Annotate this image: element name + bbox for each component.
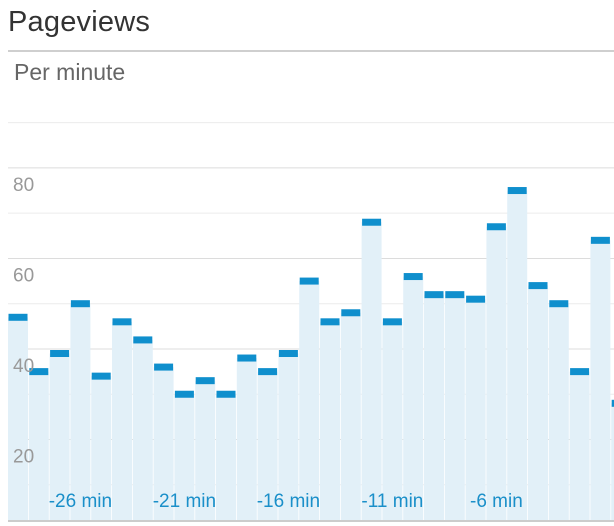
bar[interactable]	[320, 321, 340, 521]
bar-cap	[341, 309, 361, 317]
bar[interactable]	[257, 371, 278, 521]
bar[interactable]	[8, 317, 28, 521]
bar-cap	[611, 399, 614, 407]
bar[interactable]	[611, 403, 614, 521]
x-tick-label: -26 min	[49, 491, 112, 512]
bar-cap	[382, 318, 402, 326]
y-tick-label: 60	[13, 265, 34, 286]
bar[interactable]	[112, 321, 132, 521]
bar[interactable]	[153, 367, 174, 521]
bar-cap	[133, 336, 153, 344]
y-tick-label: 80	[13, 175, 34, 196]
bar-cap	[70, 300, 90, 308]
bar[interactable]	[174, 394, 195, 521]
bar-cap	[403, 273, 423, 281]
bar[interactable]	[299, 281, 320, 521]
bar[interactable]	[403, 276, 424, 521]
bar[interactable]	[236, 358, 257, 521]
bar[interactable]	[340, 312, 361, 521]
bar-cap	[112, 318, 132, 326]
bar[interactable]	[216, 394, 236, 521]
bar[interactable]	[382, 321, 403, 521]
bar-cap	[590, 236, 610, 244]
bar-cap	[445, 291, 465, 299]
bar-cap	[29, 368, 49, 376]
y-tick-label: 40	[13, 356, 34, 377]
bar[interactable]	[28, 371, 49, 521]
bar[interactable]	[528, 285, 548, 521]
bars	[8, 187, 614, 522]
y-tick-label: 20	[13, 447, 34, 468]
bar-cap	[486, 223, 506, 231]
bar-cap	[258, 368, 278, 376]
bar[interactable]	[49, 353, 70, 521]
bar-cap	[195, 377, 215, 385]
chart-title: Pageviews	[8, 6, 151, 38]
x-tick-label: -16 min	[257, 491, 320, 512]
bar-cap	[507, 187, 527, 195]
bar-cap	[570, 368, 590, 376]
x-tick-label: -21 min	[153, 491, 216, 512]
bar-cap	[362, 218, 382, 226]
bar[interactable]	[195, 380, 216, 521]
bar[interactable]	[486, 226, 507, 521]
bar-cap	[91, 372, 111, 380]
bar-cap	[174, 390, 194, 398]
bar-cap	[216, 390, 236, 398]
bar-cap	[50, 350, 70, 358]
bar[interactable]	[444, 294, 465, 521]
chart-subtitle: Per minute	[14, 59, 126, 85]
bar[interactable]	[424, 294, 444, 521]
x-tick-label: -6 min	[470, 491, 523, 512]
x-axis-ticks: -26 min -21 min -16 min -11 min -6 min	[49, 491, 523, 512]
bar[interactable]	[465, 299, 486, 521]
bar-cap	[237, 354, 257, 362]
x-tick-label: -11 min	[361, 491, 423, 512]
bar-cap	[8, 313, 28, 321]
bar[interactable]	[91, 376, 112, 521]
bar[interactable]	[278, 353, 299, 521]
y-axis-ticks: 20 40 60 80	[13, 175, 34, 468]
title-divider	[8, 50, 614, 52]
bar[interactable]	[507, 190, 528, 521]
bar-cap	[278, 350, 298, 358]
bar[interactable]	[548, 303, 569, 521]
bar-cap	[299, 277, 319, 285]
bar-cap	[154, 363, 174, 371]
bar[interactable]	[70, 303, 91, 521]
bar[interactable]	[132, 339, 153, 521]
bar-cap	[549, 300, 569, 308]
bar-cap	[528, 282, 548, 290]
bar[interactable]	[569, 371, 590, 521]
bar-cap	[424, 291, 444, 299]
bar[interactable]	[590, 240, 611, 522]
bar[interactable]	[361, 222, 382, 521]
bar-cap	[466, 295, 486, 303]
bar-cap	[320, 318, 340, 326]
